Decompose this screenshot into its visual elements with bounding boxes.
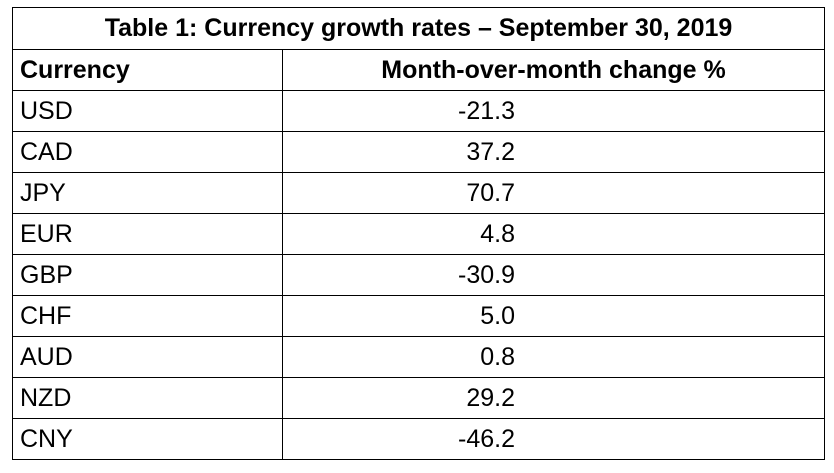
change-cell: -46.2 [281,418,826,460]
change-cell: -21.3 [281,90,826,132]
currency-cell: JPY [12,172,283,214]
currency-cell: NZD [12,377,283,419]
currency-cell: EUR [12,213,283,255]
currency-table: Table 1: Currency growth rates – Septemb… [11,7,826,460]
currency-cell: CAD [12,131,283,173]
column-header-change: Month-over-month change % [281,49,826,91]
currency-cell: CHF [12,295,283,337]
currency-cell: USD [12,90,283,132]
table-title: Table 1: Currency growth rates – Septemb… [11,7,826,50]
table-row: NZD 29.2 [12,377,826,419]
change-cell: 70.7 [281,172,826,214]
table-row: CHF 5.0 [12,295,826,337]
header-row: Currency Month-over-month change % [12,49,826,91]
title-row: Table 1: Currency growth rates – Septemb… [11,7,826,50]
table-row: USD -21.3 [12,90,826,132]
table-row: CNY -46.2 [12,418,826,460]
currency-cell: CNY [12,418,283,460]
table-row: AUD 0.8 [12,336,826,378]
change-cell: 5.0 [281,295,826,337]
change-cell: 4.8 [281,213,826,255]
change-cell: 29.2 [281,377,826,419]
change-cell: 0.8 [281,336,826,378]
table-row: CAD 37.2 [12,131,826,173]
table-container: Table 1: Currency growth rates – Septemb… [11,7,826,460]
currency-cell: GBP [12,254,283,296]
currency-cell: AUD [12,336,283,378]
column-header-currency: Currency [12,49,283,91]
table-row: GBP -30.9 [12,254,826,296]
change-cell: 37.2 [281,131,826,173]
table-row: EUR 4.8 [12,213,826,255]
change-cell: -30.9 [281,254,826,296]
table-row: JPY 70.7 [12,172,826,214]
